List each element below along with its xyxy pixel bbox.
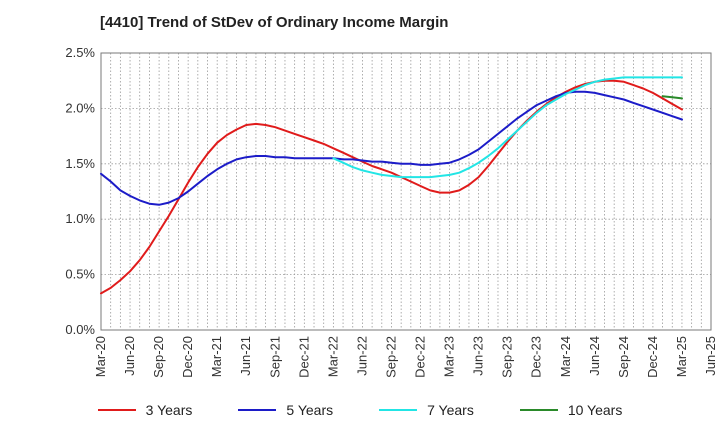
series-line-7-years bbox=[332, 76, 683, 179]
legend-label-10-years: 10 Years bbox=[567, 402, 623, 418]
legend: 3 Years 5 Years 7 Years 10 Years bbox=[0, 402, 720, 418]
legend-swatch-5-years bbox=[238, 409, 277, 411]
x-tick-label: Jun-22 bbox=[354, 336, 369, 376]
legend-item-3-years: 3 Years bbox=[97, 402, 193, 418]
y-tick-label: 2.0% bbox=[65, 100, 95, 115]
series-line-5-years bbox=[100, 90, 683, 206]
y-tick-label: 0.5% bbox=[65, 267, 95, 282]
x-tick-label: Mar-22 bbox=[325, 336, 340, 377]
x-tick-label: Dec-22 bbox=[413, 336, 428, 378]
y-tick-label: 0.0% bbox=[65, 322, 95, 337]
legend-item-7-years: 7 Years bbox=[379, 402, 474, 418]
x-tick-label: Mar-20 bbox=[93, 336, 108, 377]
x-tick-label: Sep-23 bbox=[500, 336, 515, 378]
x-tick-label: Sep-20 bbox=[151, 336, 166, 378]
legend-swatch-3-years bbox=[97, 409, 136, 411]
x-tick-label: Jun-25 bbox=[703, 336, 718, 376]
legend-label-7-years: 7 Years bbox=[427, 402, 474, 418]
x-tick-label: Mar-21 bbox=[209, 336, 224, 377]
legend-item-10-years: 10 Years bbox=[519, 402, 623, 418]
chart-title: [4410] Trend of StDev of Ordinary Income… bbox=[100, 14, 449, 31]
x-tick-label: Sep-21 bbox=[267, 336, 282, 378]
x-tick-label: Dec-20 bbox=[180, 336, 195, 378]
legend-swatch-7-years bbox=[379, 409, 418, 411]
y-tick-label: 1.5% bbox=[65, 156, 95, 171]
y-tick-label: 2.5% bbox=[65, 45, 95, 60]
legend-item-5-years: 5 Years bbox=[238, 402, 333, 418]
x-tick-label: Jun-24 bbox=[587, 336, 602, 376]
series-line-3-years bbox=[100, 79, 683, 295]
plot-frame bbox=[100, 52, 712, 331]
y-tick-label: 1.0% bbox=[65, 211, 95, 226]
x-tick-label: Jun-21 bbox=[238, 336, 253, 376]
x-tick-label: Jun-23 bbox=[471, 336, 486, 376]
x-tick-label: Mar-23 bbox=[442, 336, 457, 377]
x-tick-label: Sep-24 bbox=[616, 336, 631, 378]
x-tick-label: Sep-22 bbox=[383, 336, 398, 378]
x-tick-label: Mar-24 bbox=[558, 336, 573, 377]
x-tick-label: Dec-24 bbox=[645, 336, 660, 378]
legend-label-3-years: 3 Years bbox=[145, 402, 193, 418]
x-tick-label: Dec-23 bbox=[529, 336, 544, 378]
legend-swatch-10-years bbox=[519, 409, 558, 411]
series-line-10-years bbox=[661, 95, 683, 100]
x-tick-label: Mar-25 bbox=[674, 336, 689, 377]
x-tick-label: Jun-20 bbox=[122, 336, 137, 376]
legend-label-5-years: 5 Years bbox=[286, 402, 334, 418]
x-tick-label: Dec-21 bbox=[296, 336, 311, 378]
